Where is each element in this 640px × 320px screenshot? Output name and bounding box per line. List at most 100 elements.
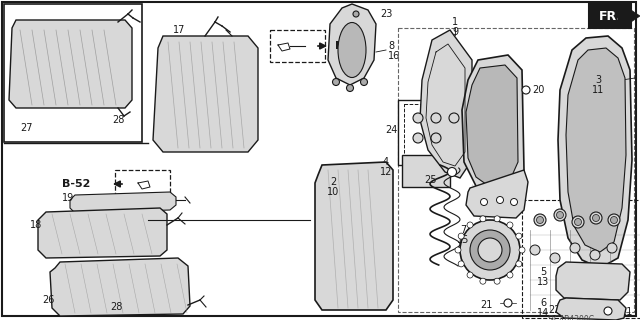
Polygon shape <box>618 8 640 24</box>
Ellipse shape <box>478 238 502 262</box>
Ellipse shape <box>590 250 600 260</box>
Bar <box>398 28 634 312</box>
Text: 24: 24 <box>385 125 397 135</box>
Polygon shape <box>38 208 167 258</box>
Ellipse shape <box>534 214 546 226</box>
Ellipse shape <box>467 222 473 228</box>
Bar <box>402 155 450 187</box>
Ellipse shape <box>481 198 488 205</box>
Bar <box>115 170 170 198</box>
Polygon shape <box>466 65 518 187</box>
Text: 21: 21 <box>480 300 492 310</box>
Text: 23: 23 <box>380 9 392 19</box>
Ellipse shape <box>497 196 504 204</box>
Ellipse shape <box>338 22 366 77</box>
Ellipse shape <box>449 113 459 123</box>
Text: 22: 22 <box>548 305 561 315</box>
Text: 18: 18 <box>30 220 42 230</box>
Ellipse shape <box>458 233 464 239</box>
Bar <box>398 100 478 165</box>
Ellipse shape <box>570 243 580 253</box>
Ellipse shape <box>522 86 530 94</box>
Ellipse shape <box>467 272 473 278</box>
Text: 19: 19 <box>62 193 74 203</box>
Ellipse shape <box>507 272 513 278</box>
Text: 1: 1 <box>452 17 458 27</box>
Ellipse shape <box>536 217 543 223</box>
Ellipse shape <box>607 243 617 253</box>
Polygon shape <box>315 162 393 310</box>
Ellipse shape <box>608 214 620 226</box>
Ellipse shape <box>333 78 339 85</box>
Text: FR.: FR. <box>598 10 621 22</box>
Ellipse shape <box>480 216 486 222</box>
Ellipse shape <box>554 209 566 221</box>
Ellipse shape <box>494 278 500 284</box>
Ellipse shape <box>480 278 486 284</box>
Text: 6: 6 <box>540 298 546 308</box>
Text: 2: 2 <box>330 177 336 187</box>
Text: 11: 11 <box>592 85 604 95</box>
Ellipse shape <box>557 212 563 219</box>
Ellipse shape <box>413 133 423 143</box>
Polygon shape <box>328 4 376 85</box>
Polygon shape <box>50 258 190 316</box>
Text: 17: 17 <box>173 25 186 35</box>
Text: 13: 13 <box>537 277 549 287</box>
Ellipse shape <box>516 233 522 239</box>
Text: 8: 8 <box>388 41 394 51</box>
Ellipse shape <box>507 222 513 228</box>
Ellipse shape <box>519 247 525 253</box>
Text: 10: 10 <box>327 187 339 197</box>
Ellipse shape <box>353 11 359 17</box>
Text: 25: 25 <box>424 175 436 185</box>
Polygon shape <box>9 20 132 108</box>
Polygon shape <box>70 192 176 213</box>
Text: 4: 4 <box>383 157 389 167</box>
Ellipse shape <box>511 198 518 205</box>
Text: 21: 21 <box>620 307 632 317</box>
Ellipse shape <box>413 113 423 123</box>
Polygon shape <box>566 48 626 252</box>
Ellipse shape <box>604 307 612 315</box>
Ellipse shape <box>572 216 584 228</box>
Ellipse shape <box>590 212 602 224</box>
Text: 26: 26 <box>42 295 54 305</box>
Ellipse shape <box>458 261 464 267</box>
Text: 15: 15 <box>457 235 469 245</box>
Ellipse shape <box>550 253 560 263</box>
Polygon shape <box>556 262 630 300</box>
Ellipse shape <box>431 133 441 143</box>
Ellipse shape <box>516 261 522 267</box>
Ellipse shape <box>346 84 353 92</box>
Bar <box>404 104 474 159</box>
Text: 7: 7 <box>460 225 467 235</box>
Ellipse shape <box>470 230 510 270</box>
Ellipse shape <box>494 216 500 222</box>
Text: 5: 5 <box>540 267 547 277</box>
Ellipse shape <box>593 214 600 221</box>
Text: 3: 3 <box>595 75 601 85</box>
Ellipse shape <box>360 78 367 85</box>
Text: 28: 28 <box>112 115 124 125</box>
FancyBboxPatch shape <box>589 4 631 28</box>
Ellipse shape <box>455 247 461 253</box>
Text: 12: 12 <box>380 167 392 177</box>
Text: 27: 27 <box>20 123 33 133</box>
Polygon shape <box>466 170 528 218</box>
Ellipse shape <box>447 167 456 177</box>
Text: 20: 20 <box>532 85 545 95</box>
Text: 9: 9 <box>452 27 458 37</box>
Text: 16: 16 <box>388 51 400 61</box>
Polygon shape <box>558 36 632 268</box>
Polygon shape <box>420 30 472 178</box>
Polygon shape <box>462 55 524 198</box>
Text: B-52: B-52 <box>62 179 90 189</box>
Ellipse shape <box>530 245 540 255</box>
Polygon shape <box>153 36 258 152</box>
Ellipse shape <box>611 217 618 223</box>
Bar <box>522 200 640 318</box>
Bar <box>270 30 325 62</box>
Text: 28: 28 <box>110 302 122 312</box>
Ellipse shape <box>504 299 512 307</box>
